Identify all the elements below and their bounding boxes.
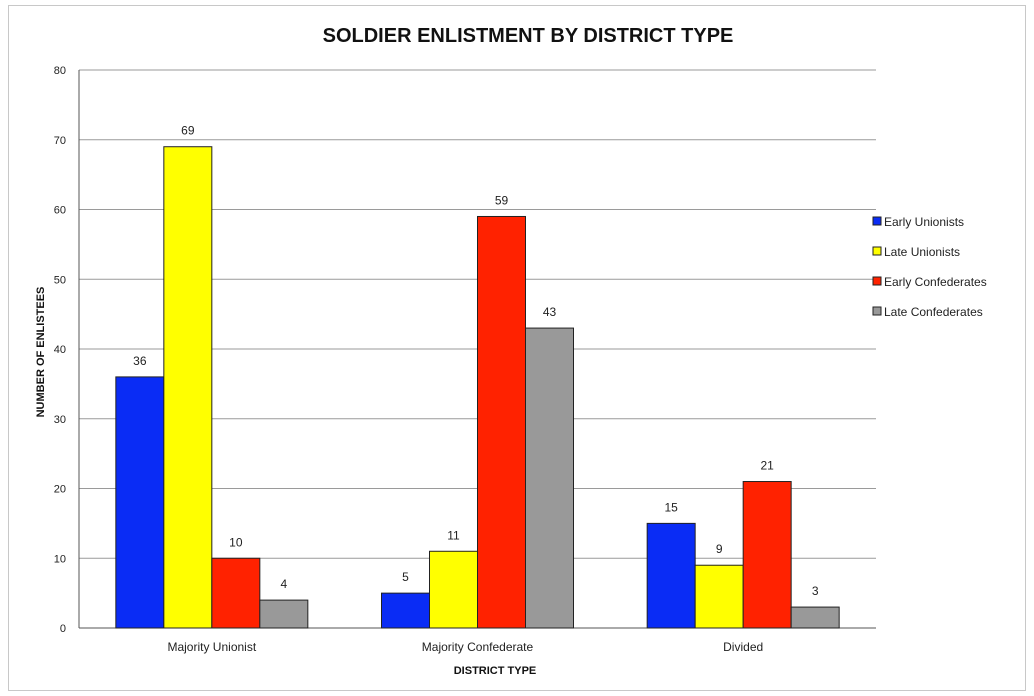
data-label: 36 xyxy=(133,354,147,368)
data-label: 15 xyxy=(664,500,678,514)
data-label: 10 xyxy=(229,535,243,549)
legend-swatch xyxy=(872,276,882,286)
data-labels: 36 69 10 4 5 11 59 43 15 9 21 3 xyxy=(133,124,819,598)
x-axis-categories: Majority Unionist Majority Confederate Div… xyxy=(167,640,763,654)
y-tick-label: 40 xyxy=(54,344,66,356)
bar xyxy=(115,376,165,629)
x-category-label: Majority Confederate xyxy=(422,640,534,654)
data-label: 21 xyxy=(760,459,774,473)
bar xyxy=(259,599,309,629)
legend-swatch xyxy=(872,246,882,256)
x-category-label: Majority Unionist xyxy=(167,640,256,654)
y-tick-label: 0 xyxy=(60,623,66,635)
legend: Early Unionists Late Unionists Early Confe… xyxy=(872,215,987,319)
y-tick-label: 80 xyxy=(54,65,66,77)
y-tick-label: 60 xyxy=(54,205,66,217)
bar xyxy=(211,557,261,629)
data-label: 3 xyxy=(812,584,819,598)
bar xyxy=(163,146,213,629)
legend-label: Late Confederates xyxy=(884,305,983,319)
bar xyxy=(790,606,840,629)
y-tick-label: 10 xyxy=(54,553,66,565)
bar xyxy=(525,327,574,629)
y-axis-title: NUMBER OF ENLISTEES xyxy=(35,287,47,418)
x-category-label: Divided xyxy=(723,640,763,654)
y-tick-label: 70 xyxy=(54,135,66,147)
data-label: 43 xyxy=(543,305,557,319)
y-axis-ticks: 0 10 20 30 40 50 60 70 80 xyxy=(54,65,66,635)
bar xyxy=(742,481,792,629)
data-label: 5 xyxy=(402,570,409,584)
legend-label: Late Unionists xyxy=(884,245,960,259)
legend-swatch xyxy=(872,306,882,316)
bar xyxy=(381,592,430,629)
legend-label: Early Confederates xyxy=(884,275,987,289)
data-label: 4 xyxy=(280,577,287,591)
data-label: 69 xyxy=(181,124,195,138)
bar xyxy=(477,215,526,629)
data-label: 11 xyxy=(447,528,460,542)
y-tick-label: 50 xyxy=(54,274,66,286)
bar xyxy=(646,522,696,629)
bars xyxy=(115,146,840,629)
legend-label: Early Unionists xyxy=(884,215,964,229)
bar xyxy=(694,564,744,629)
data-label: 9 xyxy=(716,542,723,556)
bar xyxy=(429,550,478,629)
x-axis-title: DISTRICT TYPE xyxy=(454,665,537,677)
y-tick-label: 30 xyxy=(54,414,66,426)
chart-title: SOLDIER ENLISTMENT BY DISTRICT TYPE xyxy=(323,25,734,47)
y-tick-label: 20 xyxy=(54,484,66,496)
data-label: 59 xyxy=(495,193,509,207)
legend-swatch xyxy=(872,216,882,226)
